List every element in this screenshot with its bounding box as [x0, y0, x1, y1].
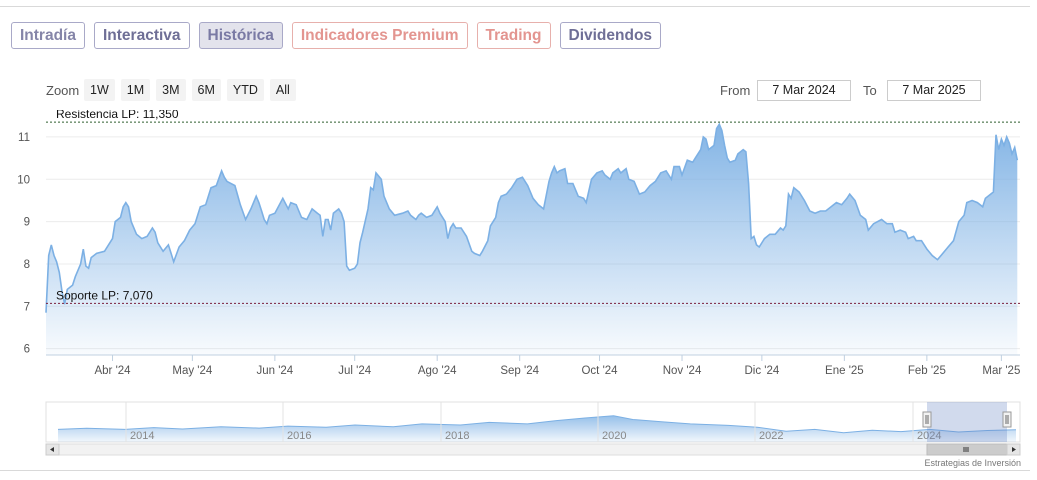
zoom-label: Zoom — [46, 83, 80, 98]
x-tick-label: Ago '24 — [418, 365, 457, 377]
navigator-year-label: 2018 — [445, 430, 469, 442]
navigator-year-label: 2022 — [759, 430, 783, 442]
x-tick-label: Ene '25 — [825, 365, 864, 377]
top-separator — [0, 6, 1030, 7]
plot-line-label-1: Soporte LP: 7,070 — [56, 288, 153, 302]
navigator-year-label: 2020 — [602, 430, 626, 442]
navigator-handle-left[interactable] — [922, 411, 932, 428]
x-tick-label: Nov '24 — [663, 365, 702, 377]
navigator-line — [57, 415, 1017, 434]
y-tick-label: 7 — [24, 301, 30, 313]
x-tick-label: Sep '24 — [500, 365, 539, 377]
tab-4[interactable]: Trading — [476, 22, 551, 49]
chart-tabs: Intradía Interactiva Histórica Indicadores … — [11, 22, 662, 49]
navigator-year-label: 2016 — [287, 430, 311, 442]
x-tick-label: May '24 — [172, 365, 213, 377]
scrollbar-track[interactable] — [45, 443, 1021, 456]
navigator-handle-right[interactable] — [1002, 411, 1012, 428]
y-tick-label: 6 — [24, 344, 30, 356]
y-tick-label: 8 — [24, 259, 30, 271]
tab-1[interactable]: Interactiva — [93, 22, 190, 49]
y-tick-label: 11 — [18, 132, 30, 144]
tab-5[interactable]: Dividendos — [559, 22, 662, 49]
to-date-input[interactable]: 7 Mar 2025 — [887, 80, 981, 101]
from-label: From — [720, 83, 751, 98]
y-tick-label: 10 — [17, 174, 30, 186]
chevron-right-icon — [1012, 447, 1016, 452]
price-line — [45, 122, 1019, 313]
y-tick-label: 9 — [24, 217, 30, 229]
y-axis: 6 7 8 9 10 11 — [17, 132, 30, 356]
x-tick-label: Mar '25 — [982, 365, 1020, 377]
zoom-button-4[interactable]: YTD — [226, 79, 264, 101]
tab-0[interactable]: Intradía — [11, 22, 85, 49]
navigator[interactable]: 2014 2016 2018 2020 2022 2024 — [45, 401, 1021, 456]
to-label: To — [863, 83, 877, 98]
x-tick-label: Oct '24 — [581, 365, 618, 377]
navigator-year-label: 2014 — [130, 430, 154, 442]
scrollbar-thumb[interactable] — [926, 443, 1008, 456]
x-axis: Abr '24 May '24 Jun '24 Jul '24 Ago '24 Sep '… — [94, 355, 1020, 377]
plot-line-label-0: Resistencia LP: 11,350 — [56, 110, 179, 121]
chevron-left-icon — [50, 447, 54, 452]
zoom-button-0[interactable]: 1W — [84, 79, 115, 101]
tab-3[interactable]: Indicadores Premium — [291, 22, 468, 49]
x-tick-label: Jun '24 — [256, 365, 293, 377]
zoom-button-1[interactable]: 1M — [120, 79, 151, 101]
plot-lines: Resistencia LP: 11,350 Soporte LP: 7,070 — [46, 110, 1020, 304]
navigator-year-label: 2024 — [917, 430, 941, 442]
x-tick-label: Feb '25 — [908, 365, 946, 377]
navigator-area — [58, 415, 1016, 442]
x-tick-label: Dic '24 — [744, 365, 779, 377]
navigator-selection[interactable] — [927, 402, 1007, 442]
price-area — [46, 124, 1018, 355]
from-date-input[interactable]: 7 Mar 2024 — [757, 80, 851, 101]
tab-2[interactable]: Histórica — [198, 22, 283, 49]
x-tick-label: Abr '24 — [94, 365, 131, 377]
watermark: Estrategias de Inversión — [924, 458, 1021, 468]
zoom-button-5[interactable]: All — [269, 79, 296, 101]
x-tick-label: Jul '24 — [338, 365, 371, 377]
bottom-separator — [0, 470, 1030, 471]
price-chart[interactable]: 6 7 8 9 10 11 Abr '24 May '24 Jun '24 Jul '24 Ago… — [0, 110, 1037, 460]
zoom-button-2[interactable]: 3M — [156, 79, 186, 101]
zoom-buttons: 1W 1M 3M 6M YTD All — [84, 79, 296, 101]
zoom-button-3[interactable]: 6M — [191, 79, 221, 101]
